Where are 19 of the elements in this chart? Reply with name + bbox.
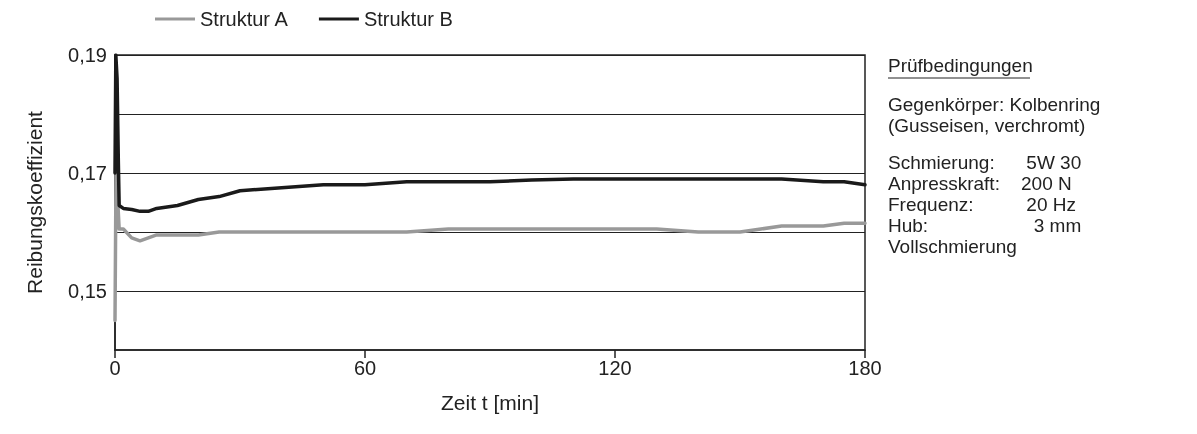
text: Vollschmierung	[888, 236, 1017, 257]
x-tick-label: 60	[353, 357, 377, 379]
y-tick-label: 0,17	[68, 162, 107, 184]
text: Prüfbedingungen	[888, 55, 1033, 76]
x-tick-label: 0	[109, 357, 121, 379]
legend-label: Struktur A	[200, 8, 289, 30]
x-tick-label: 180	[848, 357, 882, 379]
text: (Gusseisen, verchromt)	[888, 115, 1086, 136]
text: Anpresskraft: 200 N	[888, 173, 1072, 194]
legend-label: Struktur B	[363, 8, 453, 30]
x-axis-title: Zeit t [min]	[440, 391, 540, 414]
text: Gegenkörper: Kolbenring	[888, 94, 1101, 115]
text: Schmierung: 5W 30	[888, 152, 1082, 173]
y-tick-label: 0,19	[68, 44, 107, 66]
y-tick-label: 0,15	[68, 280, 107, 302]
y-axis-title: Reibungskoeffizient	[23, 110, 46, 294]
text: Frequenz: 20 Hz	[888, 194, 1076, 215]
x-tick-label: 120	[598, 357, 632, 379]
text: Hub: 3 mm	[888, 215, 1082, 236]
